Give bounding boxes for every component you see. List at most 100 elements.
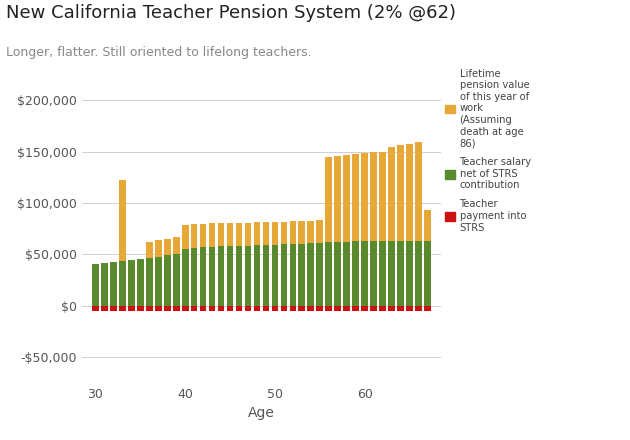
Bar [101, 263, 108, 306]
Bar [290, 306, 296, 312]
Bar [379, 241, 386, 306]
Bar [119, 180, 125, 260]
Bar [101, 306, 108, 312]
Bar [290, 244, 296, 306]
Bar [280, 222, 287, 244]
Bar [146, 306, 152, 312]
Bar [272, 222, 278, 245]
Bar [146, 242, 152, 257]
Bar [370, 152, 377, 241]
Bar [128, 306, 135, 312]
Bar [227, 306, 233, 312]
Bar [209, 223, 215, 247]
Bar [191, 248, 197, 306]
Bar [218, 306, 224, 312]
Bar [182, 225, 188, 249]
Bar [164, 256, 171, 306]
Bar [173, 237, 180, 254]
Bar [335, 306, 341, 312]
Bar [316, 306, 323, 312]
Bar [244, 306, 251, 312]
Text: Longer, flatter. Still oriented to lifelong teachers.: Longer, flatter. Still oriented to lifel… [6, 46, 312, 59]
Bar [200, 306, 207, 312]
Bar [335, 242, 341, 306]
Bar [335, 156, 341, 242]
Bar [254, 245, 260, 306]
Bar [209, 306, 215, 312]
Bar [263, 245, 269, 306]
Bar [173, 306, 180, 312]
Bar [146, 257, 152, 306]
Bar [244, 223, 251, 246]
Bar [119, 306, 125, 312]
Bar [164, 306, 171, 312]
Bar [362, 241, 368, 306]
Bar [236, 223, 243, 246]
Bar [415, 306, 422, 312]
Bar [415, 142, 422, 241]
Bar [272, 306, 278, 312]
Bar [370, 306, 377, 312]
Bar [191, 224, 197, 248]
Bar [227, 246, 233, 306]
Bar [92, 306, 99, 312]
Bar [218, 246, 224, 306]
Bar [290, 221, 296, 244]
Bar [299, 220, 305, 244]
Bar [362, 306, 368, 312]
Bar [406, 143, 413, 241]
Bar [307, 306, 314, 312]
Bar [343, 306, 350, 312]
Bar [326, 242, 332, 306]
Bar [128, 260, 135, 306]
Bar [388, 306, 395, 312]
Bar [209, 247, 215, 306]
Bar [155, 257, 161, 306]
Bar [299, 306, 305, 312]
Bar [352, 154, 359, 241]
Bar [119, 260, 125, 306]
Bar [254, 306, 260, 312]
Bar [200, 224, 207, 247]
Bar [92, 264, 99, 306]
Bar [110, 306, 117, 312]
Bar [316, 242, 323, 306]
Bar [326, 157, 332, 242]
Bar [182, 306, 188, 312]
Bar [424, 241, 431, 306]
Bar [343, 242, 350, 306]
Bar [352, 241, 359, 306]
Bar [370, 241, 377, 306]
Bar [254, 222, 260, 245]
Bar [343, 155, 350, 242]
Bar [299, 244, 305, 306]
Bar [388, 147, 395, 241]
Bar [263, 306, 269, 312]
Bar [137, 306, 144, 312]
Bar [424, 210, 431, 241]
Bar [280, 244, 287, 306]
Bar [379, 152, 386, 241]
Bar [272, 245, 278, 306]
Bar [155, 306, 161, 312]
Bar [164, 239, 171, 256]
Bar [362, 153, 368, 241]
Bar [398, 145, 404, 241]
Bar [263, 222, 269, 245]
Text: New California Teacher Pension System (2% @62): New California Teacher Pension System (2… [6, 4, 456, 22]
Bar [326, 306, 332, 312]
Bar [406, 241, 413, 306]
Bar [236, 306, 243, 312]
Bar [218, 223, 224, 246]
Bar [155, 240, 161, 257]
Bar [227, 223, 233, 246]
Bar [280, 306, 287, 312]
Bar [244, 246, 251, 306]
Bar [406, 306, 413, 312]
Bar [316, 220, 323, 242]
Bar [379, 306, 386, 312]
Bar [173, 254, 180, 306]
Bar [307, 220, 314, 243]
Bar [110, 262, 117, 306]
Bar [191, 306, 197, 312]
